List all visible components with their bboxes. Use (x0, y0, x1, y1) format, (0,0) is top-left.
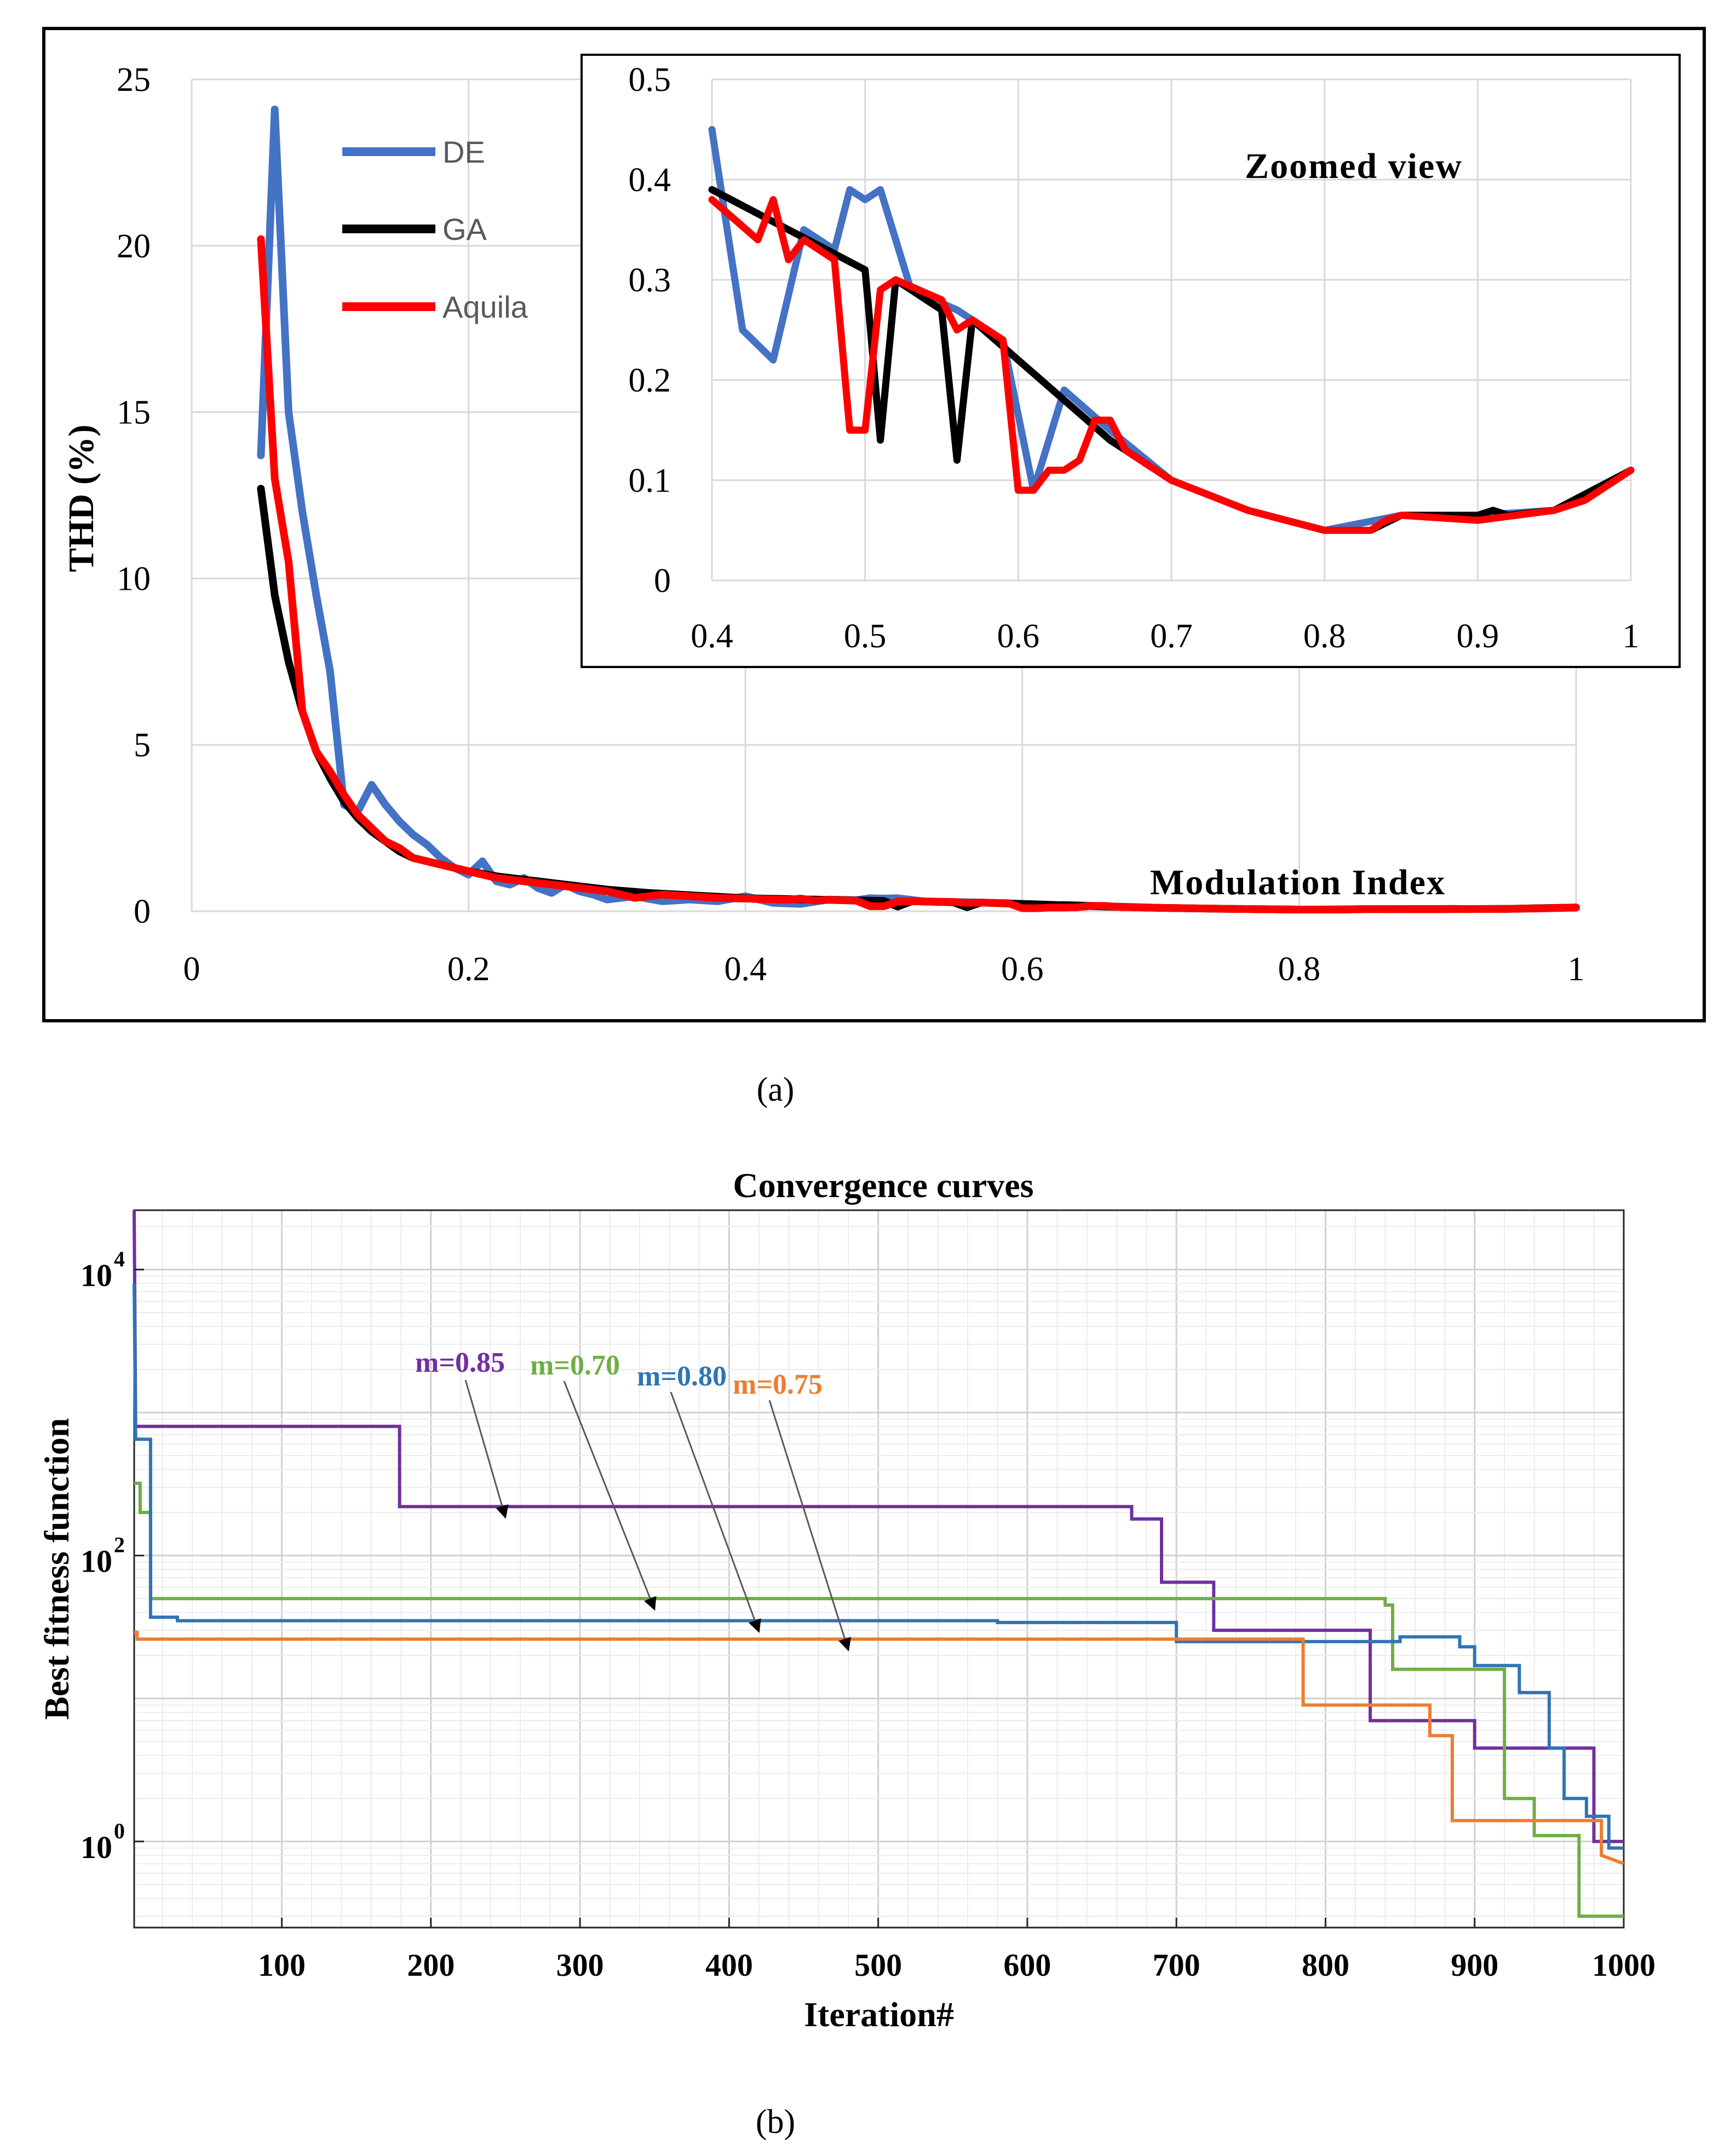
convergence-title: Convergence curves (733, 1166, 1033, 1205)
inset-y-tick-label: 0.4 (629, 162, 671, 199)
convergence-series-m-085 (133, 1210, 1624, 1843)
convergence-x-tick-label: 500 (854, 1947, 902, 1983)
convergence-x-tick-label: 900 (1451, 1947, 1498, 1983)
convergence-y-tick-exponent: 0 (114, 1819, 125, 1843)
convergence-y-tick-exponent: 2 (114, 1533, 125, 1557)
thd-series (257, 105, 1580, 913)
annotation-label: m=0.70 (530, 1350, 620, 1381)
inset-y-ticks: 0 0.1 0.2 0.3 0.4 0.5 (629, 61, 671, 600)
convergence-x-axis-label: Iteration# (804, 1995, 954, 2034)
legend-label-aquila: Aquila (442, 290, 528, 324)
thd-x-ticks: 0 0.2 0.4 0.6 0.8 1 (183, 951, 1585, 988)
inset-series-ga (708, 186, 1635, 534)
convergence-y-tick-base: 10 (81, 1830, 112, 1865)
inset-y-tick-label: 0.2 (629, 362, 671, 399)
thd-x-tick-label: 0.8 (1278, 951, 1321, 988)
inset-x-tick-label: 0.7 (1150, 618, 1193, 655)
thd-y-tick-label: 10 (117, 560, 151, 597)
legend-label-ga: GA (442, 212, 487, 246)
annotation-arrow (464, 1379, 509, 1519)
thd-y-tick-label: 20 (117, 228, 151, 265)
convergence-grid (134, 1210, 1624, 1928)
convergence-x-tick-label: 800 (1302, 1947, 1349, 1983)
convergence-series-m-070 (134, 1481, 1624, 1918)
inset-x-tick-label: 0.4 (691, 618, 733, 655)
inset-y-tick-label: 0.3 (629, 262, 671, 299)
convergence-series-m-075 (134, 1630, 1625, 1866)
convergence-y-tick-base: 10 (81, 1544, 112, 1579)
annotation-label: m=0.85 (415, 1347, 505, 1378)
thd-x-tick-label: 0.6 (1001, 951, 1044, 988)
inset-x-tick-label: 0.8 (1303, 618, 1346, 655)
thd-legend: DE GA Aquila (342, 135, 528, 324)
inset-x-ticks: 0.4 0.5 0.6 0.7 0.8 0.9 1 (691, 618, 1639, 655)
inset-y-tick-label: 0 (654, 562, 671, 600)
thd-x-axis-label: Modulation Index (1150, 862, 1446, 902)
convergence-x-tick-label: 100 (258, 1947, 306, 1983)
inset-series-aquila (708, 196, 1635, 534)
inset-x-tick-label: 0.6 (997, 618, 1040, 655)
inset-x-tick-label: 0.5 (844, 618, 887, 655)
inset-y-tick-label: 0.5 (629, 61, 671, 99)
inset-title: Zoomed view (1245, 146, 1463, 186)
convergence-series (133, 1210, 1625, 1918)
convergence-y-axis-label: Best fitness function (37, 1418, 76, 1719)
convergence-x-tick-label: 1000 (1592, 1947, 1655, 1983)
annotation-arrow (768, 1400, 852, 1652)
panel-label-a: (a) (757, 1071, 795, 1108)
inset-x-tick-label: 0.9 (1457, 618, 1499, 655)
thd-y-tick-label: 15 (117, 394, 151, 432)
convergence-x-tick-label: 300 (556, 1947, 604, 1983)
thd-y-ticks: 0 5 10 15 20 25 (117, 61, 151, 930)
inset-y-tick-label: 0.1 (629, 462, 671, 499)
thd-y-tick-label: 25 (117, 61, 151, 99)
convergence-y-tick-base: 10 (81, 1257, 112, 1293)
annotation-label: m=0.75 (733, 1369, 823, 1400)
legend-label-de: DE (442, 135, 485, 169)
thd-series-aquila (257, 235, 1580, 913)
convergence-x-ticks: 100 200 300 400 500 600 700 800 900 1000 (258, 1918, 1655, 1983)
thd-x-tick-label: 0.2 (447, 951, 490, 988)
convergence-x-tick-label: 600 (1003, 1947, 1051, 1983)
thd-y-tick-label: 5 (134, 727, 151, 764)
thd-y-axis-label: THD (%) (61, 424, 101, 572)
panel-label-b: (b) (756, 2103, 795, 2141)
thd-y-tick-label: 0 (134, 893, 151, 930)
inset-frame (580, 54, 1681, 668)
inset-grid (711, 78, 1632, 582)
thd-x-tick-label: 0.4 (724, 951, 767, 988)
annotation-arrow (563, 1381, 657, 1611)
convergence-x-tick-label: 400 (705, 1947, 753, 1983)
convergence-x-tick-label: 700 (1153, 1947, 1200, 1983)
convergence-series-m-080 (133, 1283, 1624, 1850)
convergence-y-tick-exponent: 4 (114, 1246, 125, 1271)
thd-x-tick-label: 1 (1568, 951, 1585, 988)
convergence-annotations: m=0.85 m=0.70 m=0.80 m=0.75 (415, 1347, 852, 1652)
inset-x-tick-label: 1 (1623, 618, 1640, 655)
annotation-label: m=0.80 (637, 1361, 727, 1392)
annotation-arrow (670, 1391, 761, 1633)
thd-x-tick-label: 0 (183, 951, 200, 988)
convergence-x-tick-label: 200 (407, 1947, 455, 1983)
inset-series (708, 126, 1635, 534)
